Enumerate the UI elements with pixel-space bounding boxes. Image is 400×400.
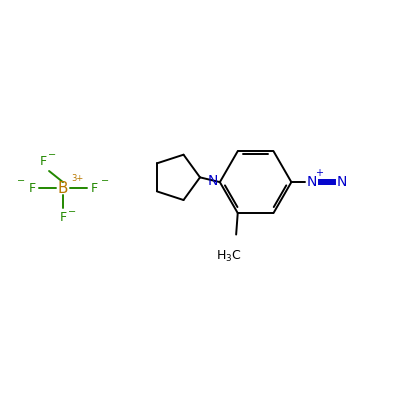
Text: −: − (68, 206, 76, 216)
Text: F: F (40, 155, 47, 168)
Text: +: + (315, 168, 323, 178)
Text: 3+: 3+ (72, 174, 84, 183)
Text: F: F (59, 211, 66, 224)
Text: N: N (337, 175, 347, 189)
Text: B: B (58, 180, 68, 196)
Text: N: N (208, 174, 218, 188)
Text: N: N (307, 175, 317, 189)
Text: F: F (28, 182, 36, 194)
Text: −: − (17, 176, 25, 186)
Text: H$_3$C: H$_3$C (216, 249, 241, 264)
Text: −: − (101, 176, 109, 186)
Text: F: F (90, 182, 98, 194)
Text: −: − (48, 150, 56, 160)
